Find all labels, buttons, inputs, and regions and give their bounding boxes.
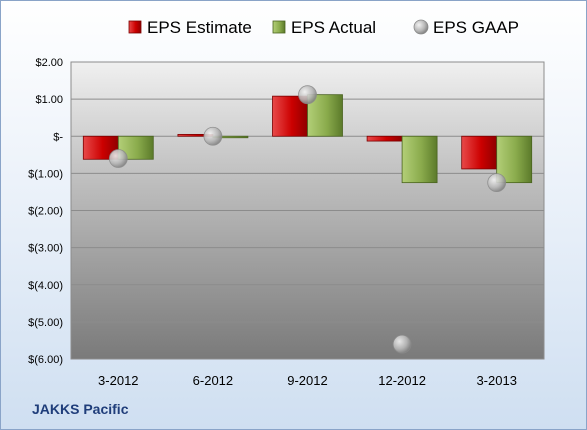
legend-item-eps-actual: EPS Actual — [272, 18, 376, 37]
x-tick-label: 6-2012 — [193, 373, 233, 388]
legend-item-eps-estimate: EPS Estimate — [128, 18, 252, 37]
bar-eps-estimate-12-2012 — [366, 135, 403, 142]
y-tick-label: $2.00 — [35, 57, 63, 69]
y-tick-label: $1.00 — [35, 94, 63, 106]
y-tick-label: $(3.00) — [28, 243, 63, 255]
legend-swatch — [128, 20, 142, 34]
marker-eps-gaap-3-2013 — [487, 173, 507, 193]
legend-label: EPS Actual — [291, 18, 376, 37]
legend-label: EPS Estimate — [147, 18, 252, 37]
y-tick-label: $(1.00) — [28, 168, 63, 180]
legend-label: EPS GAAP — [433, 18, 519, 37]
y-tick-label: $(5.00) — [28, 317, 63, 329]
legend: EPS Estimate EPS Actual EPS GAAP — [128, 18, 519, 37]
marker-eps-gaap-12-2012 — [392, 334, 412, 354]
x-tick-label: 12-2012 — [378, 373, 426, 388]
y-tick-label: $- — [53, 131, 63, 143]
legend-swatch — [272, 20, 286, 34]
x-tick-label: 3-2012 — [98, 373, 138, 388]
bar-eps-estimate-3-2013 — [461, 135, 498, 170]
y-tick-label: $(6.00) — [28, 354, 63, 366]
bar-eps-actual-12-2012 — [401, 135, 438, 184]
company-name: JAKKS Pacific — [32, 401, 129, 417]
bar-eps-actual-3-2012 — [117, 135, 154, 160]
y-tick-label: $(2.00) — [28, 206, 63, 218]
x-tick-label: 9-2012 — [287, 373, 327, 388]
y-tick-label: $(4.00) — [28, 280, 63, 292]
legend-swatch — [413, 19, 429, 35]
legend-item-eps-gaap: EPS GAAP — [413, 18, 519, 37]
marker-eps-gaap-3-2012 — [108, 149, 128, 168]
x-tick-label: 3-2013 — [476, 373, 516, 388]
marker-eps-gaap-9-2012 — [298, 85, 317, 105]
marker-eps-gaap-6-2012 — [203, 126, 223, 146]
bar-eps-actual-3-2013 — [496, 135, 533, 184]
